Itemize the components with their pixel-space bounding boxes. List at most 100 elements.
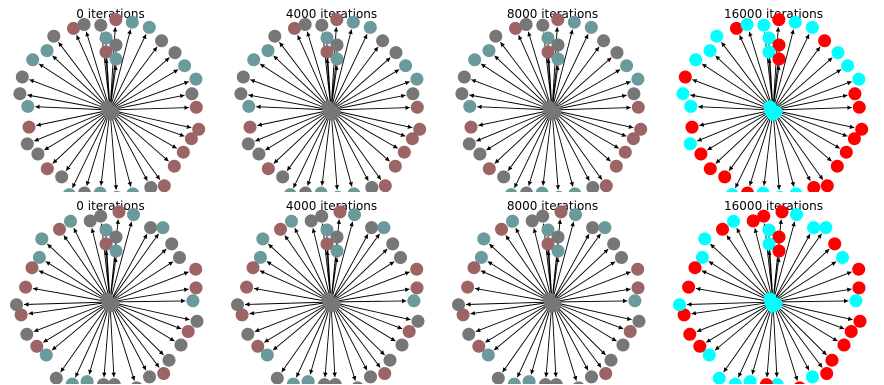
graph-node <box>836 251 849 264</box>
graph-node <box>320 223 334 237</box>
graph-node <box>462 137 476 151</box>
graph-node <box>406 87 420 101</box>
edge-arrow <box>470 301 553 316</box>
edge-arrow <box>772 46 821 111</box>
edge-arrow <box>259 270 332 303</box>
edge-arrow <box>486 109 553 151</box>
graph-node <box>189 100 203 114</box>
hub-node <box>322 296 336 310</box>
graph-node <box>236 70 250 84</box>
edge-arrow <box>541 109 553 186</box>
graph-node <box>757 209 771 223</box>
edge-arrow <box>255 109 332 142</box>
graph-node <box>852 72 866 86</box>
edge-arrow <box>513 109 553 189</box>
edge-arrow <box>109 301 116 378</box>
graph-node <box>299 186 312 192</box>
graph-node <box>31 147 45 161</box>
edge-arrow <box>330 109 413 129</box>
graph-node <box>256 232 270 246</box>
graph-node <box>234 87 248 101</box>
edge-arrow <box>74 301 111 378</box>
graph-node <box>298 18 312 31</box>
graph-node <box>55 170 69 184</box>
edge-arrow <box>109 109 169 162</box>
graph-node <box>677 308 691 322</box>
edge-arrow <box>527 31 553 111</box>
edge-arrow <box>551 233 590 303</box>
graph-node <box>315 209 329 223</box>
graph-node <box>623 325 637 338</box>
graph-node <box>330 13 344 27</box>
graph-node <box>67 21 80 35</box>
graph-node <box>260 348 274 362</box>
edge-arrow <box>256 104 332 111</box>
graph-node <box>185 87 199 101</box>
edge-arrow <box>772 109 841 149</box>
graph-node <box>142 20 156 34</box>
edge-arrow <box>330 105 410 111</box>
graph-node <box>410 72 424 86</box>
graph-node <box>507 377 521 384</box>
graph-node <box>631 100 645 114</box>
graph-node <box>78 186 91 192</box>
graph-node <box>718 170 732 184</box>
graph-node <box>604 353 618 367</box>
graph-node <box>93 186 107 192</box>
edge-arrow <box>109 301 182 330</box>
graph-node <box>756 186 770 192</box>
edge-arrow <box>109 109 161 180</box>
edge-arrow <box>330 109 399 149</box>
edge-arrow <box>772 233 822 303</box>
edge-arrow <box>772 109 848 137</box>
edge-arrow <box>551 301 606 356</box>
graph-node <box>261 162 275 176</box>
graph-node <box>598 221 612 235</box>
edge-arrow <box>714 301 774 351</box>
edge-arrow <box>475 301 553 333</box>
edge-arrow <box>248 93 332 111</box>
graph-node <box>174 338 188 352</box>
graph-node <box>463 99 477 113</box>
hub-node <box>543 104 557 118</box>
edge-arrow <box>65 109 111 172</box>
edge-arrow <box>465 301 553 307</box>
edge-arrow <box>707 109 774 151</box>
graph-node <box>456 308 470 322</box>
graph-node <box>32 250 46 264</box>
graph-node <box>689 53 703 67</box>
graph-node <box>40 162 54 176</box>
network-panel: 0 iterations <box>0 0 221 192</box>
edge-arrow <box>38 63 111 111</box>
edge-arrow <box>102 301 111 378</box>
graph-node <box>126 187 140 192</box>
edge-arrow <box>772 301 823 368</box>
edge-arrow <box>751 301 774 375</box>
edge-arrow <box>29 79 111 111</box>
network-panel: 8000 iterations <box>442 192 663 384</box>
edge-arrow <box>748 31 774 111</box>
edge-arrow <box>71 109 111 189</box>
network-graph <box>452 205 646 384</box>
edge-arrow <box>484 301 553 343</box>
graph-node <box>631 262 645 276</box>
graph-node <box>536 209 550 223</box>
edge-arrow <box>330 69 400 111</box>
graph-node <box>852 100 866 114</box>
edge-arrow <box>109 109 192 129</box>
graph-node <box>586 181 600 192</box>
graph-node <box>389 46 403 60</box>
graph-node <box>347 187 361 192</box>
graph-node <box>820 179 834 192</box>
hub-node <box>322 104 336 118</box>
graph-node <box>99 31 113 45</box>
graph-node <box>770 378 784 384</box>
graph-node <box>482 162 496 176</box>
graph-node <box>852 281 866 295</box>
graph-node <box>772 244 786 258</box>
graph-node <box>569 208 582 222</box>
graph-node <box>688 261 702 275</box>
network-graph <box>234 13 427 192</box>
edge-arrow <box>254 301 332 333</box>
graph-node <box>274 222 287 236</box>
